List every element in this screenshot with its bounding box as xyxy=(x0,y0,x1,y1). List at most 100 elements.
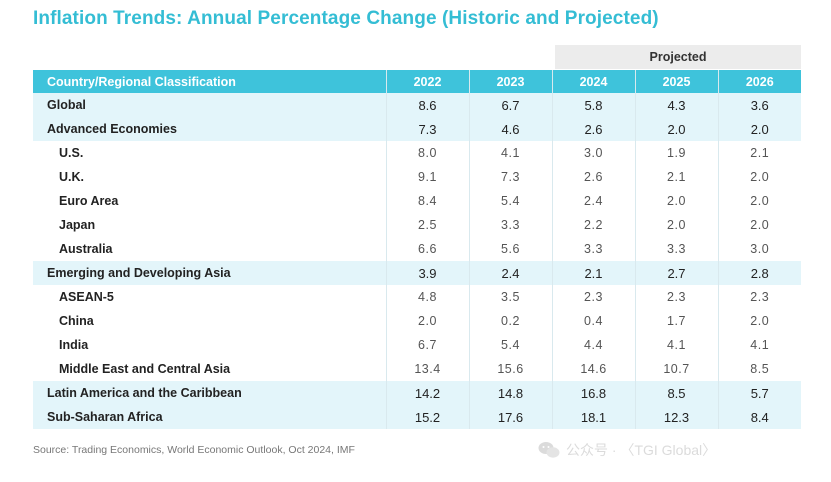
cell-2023: 15.6 xyxy=(468,357,552,381)
column-header-2026: 2026 xyxy=(717,70,801,93)
cell-2023: 17.6 xyxy=(468,405,552,429)
row-label: Advanced Economies xyxy=(33,117,386,141)
cell-2026: 2.3 xyxy=(717,285,801,309)
watermark: 公众号 · 〈TGI Global〉 xyxy=(538,437,716,463)
column-header-2022: 2022 xyxy=(385,70,469,93)
cell-2025: 2.0 xyxy=(634,117,718,141)
cell-2025: 2.1 xyxy=(634,165,718,189)
cell-2022: 6.7 xyxy=(385,333,469,357)
column-header-2025: 2025 xyxy=(634,70,718,93)
table-row: Emerging and Developing Asia 3.9 2.4 2.1 2.7… xyxy=(33,261,801,285)
cell-2025: 1.7 xyxy=(634,309,718,333)
cell-2025: 4.3 xyxy=(634,93,718,117)
table-row: China 2.0 0.2 0.4 1.7 2.0 xyxy=(33,309,801,333)
table-body: Global 8.6 6.7 5.8 4.3 3.6 Advanced Economies 7… xyxy=(33,93,801,429)
row-label: Latin America and the Caribbean xyxy=(33,381,386,405)
row-label: U.S. xyxy=(33,141,386,165)
table-row: ASEAN-5 4.8 3.5 2.3 2.3 2.3 xyxy=(33,285,801,309)
cell-2022: 14.2 xyxy=(385,381,469,405)
column-header-classification: Country/Regional Classification xyxy=(33,70,386,93)
cell-2025: 8.5 xyxy=(634,381,718,405)
table-row: Latin America and the Caribbean 14.2 14.8 1… xyxy=(33,381,801,405)
row-label: Emerging and Developing Asia xyxy=(33,261,386,285)
inflation-table: Country/Regional Classification 2022 202… xyxy=(33,70,801,429)
cell-2023: 0.2 xyxy=(468,309,552,333)
row-label: Australia xyxy=(33,237,386,261)
table-row: U.S. 8.0 4.1 3.0 1.9 2.1 xyxy=(33,141,801,165)
cell-2024: 2.3 xyxy=(551,285,635,309)
source-note: Source: Trading Economics, World Economi… xyxy=(33,444,355,456)
cell-2023: 3.5 xyxy=(468,285,552,309)
cell-2023: 5.4 xyxy=(468,333,552,357)
cell-2026: 2.8 xyxy=(717,261,801,285)
cell-2023: 14.8 xyxy=(468,381,552,405)
table-row: Australia 6.6 5.6 3.3 3.3 3.0 xyxy=(33,237,801,261)
table-row: Advanced Economies 7.3 4.6 2.6 2.0 2.0 xyxy=(33,117,801,141)
cell-2026: 2.0 xyxy=(717,117,801,141)
cell-2024: 4.4 xyxy=(551,333,635,357)
cell-2026: 2.0 xyxy=(717,213,801,237)
cell-2025: 2.0 xyxy=(634,213,718,237)
row-label: Sub-Saharan Africa xyxy=(33,405,386,429)
cell-2022: 3.9 xyxy=(385,261,469,285)
projected-header: Projected xyxy=(555,45,801,69)
cell-2023: 4.6 xyxy=(468,117,552,141)
wechat-icon xyxy=(538,442,560,458)
cell-2023: 3.3 xyxy=(468,213,552,237)
column-header-2023: 2023 xyxy=(468,70,552,93)
row-label: Euro Area xyxy=(33,189,386,213)
cell-2024: 2.6 xyxy=(551,165,635,189)
cell-2024: 18.1 xyxy=(551,405,635,429)
table-row: U.K. 9.1 7.3 2.6 2.1 2.0 xyxy=(33,165,801,189)
cell-2026: 8.5 xyxy=(717,357,801,381)
cell-2024: 16.8 xyxy=(551,381,635,405)
cell-2026: 2.0 xyxy=(717,165,801,189)
watermark-text: 公众号 · 〈TGI Global〉 xyxy=(566,442,717,458)
cell-2022: 8.4 xyxy=(385,189,469,213)
cell-2022: 6.6 xyxy=(385,237,469,261)
cell-2024: 2.6 xyxy=(551,117,635,141)
cell-2024: 0.4 xyxy=(551,309,635,333)
cell-2022: 9.1 xyxy=(385,165,469,189)
table-row: Global 8.6 6.7 5.8 4.3 3.6 xyxy=(33,93,801,117)
cell-2026: 3.6 xyxy=(717,93,801,117)
cell-2024: 2.4 xyxy=(551,189,635,213)
table-row: Euro Area 8.4 5.4 2.4 2.0 2.0 xyxy=(33,189,801,213)
cell-2026: 2.0 xyxy=(717,309,801,333)
cell-2026: 8.4 xyxy=(717,405,801,429)
row-label: India xyxy=(33,333,386,357)
cell-2022: 2.0 xyxy=(385,309,469,333)
row-label: Middle East and Central Asia xyxy=(33,357,386,381)
cell-2025: 10.7 xyxy=(634,357,718,381)
cell-2024: 3.3 xyxy=(551,237,635,261)
table-row: Middle East and Central Asia 13.4 15.6 14.6… xyxy=(33,357,801,381)
cell-2024: 5.8 xyxy=(551,93,635,117)
row-label: Global xyxy=(33,93,386,117)
page-title: Inflation Trends: Annual Percentage Chan… xyxy=(33,8,659,29)
cell-2025: 1.9 xyxy=(634,141,718,165)
cell-2022: 4.8 xyxy=(385,285,469,309)
cell-2023: 2.4 xyxy=(468,261,552,285)
cell-2026: 4.1 xyxy=(717,333,801,357)
table-row: Japan 2.5 3.3 2.2 2.0 2.0 xyxy=(33,213,801,237)
cell-2022: 15.2 xyxy=(385,405,469,429)
cell-2024: 14.6 xyxy=(551,357,635,381)
table-row: Sub-Saharan Africa 15.2 17.6 18.1 12.3 8.4 xyxy=(33,405,801,429)
cell-2022: 7.3 xyxy=(385,117,469,141)
row-label: Japan xyxy=(33,213,386,237)
cell-2022: 8.6 xyxy=(385,93,469,117)
row-label: U.K. xyxy=(33,165,386,189)
cell-2026: 3.0 xyxy=(717,237,801,261)
column-header-2024: 2024 xyxy=(551,70,635,93)
cell-2025: 2.7 xyxy=(634,261,718,285)
cell-2023: 5.6 xyxy=(468,237,552,261)
cell-2024: 2.1 xyxy=(551,261,635,285)
cell-2025: 3.3 xyxy=(634,237,718,261)
row-label: ASEAN-5 xyxy=(33,285,386,309)
cell-2026: 2.1 xyxy=(717,141,801,165)
cell-2022: 13.4 xyxy=(385,357,469,381)
cell-2026: 2.0 xyxy=(717,189,801,213)
cell-2024: 2.2 xyxy=(551,213,635,237)
cell-2026: 5.7 xyxy=(717,381,801,405)
